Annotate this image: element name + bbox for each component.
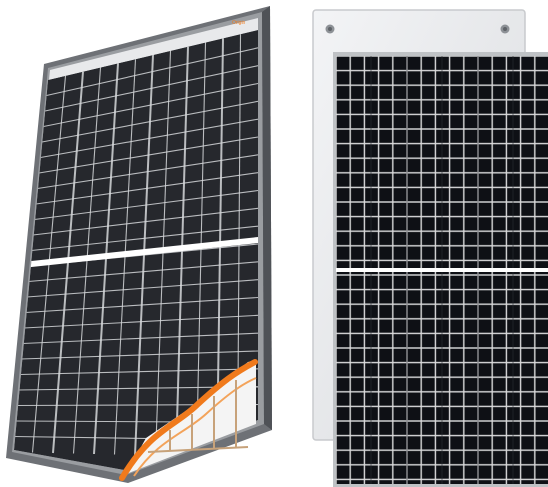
right-panel-split [336,268,548,272]
right-solar-panel [312,9,548,487]
left-solar-panel: Origin [6,6,272,483]
support-strut [147,380,249,453]
screw-icon [500,24,510,34]
screw-icon [325,24,335,34]
cell-column-line [175,46,189,457]
cell-column-line [195,42,207,457]
cell-column-line [154,50,172,456]
orange-layer [119,359,258,481]
cutaway-section [119,359,258,481]
left-panel-split [22,237,258,268]
brand-logo: Origin [232,20,246,26]
